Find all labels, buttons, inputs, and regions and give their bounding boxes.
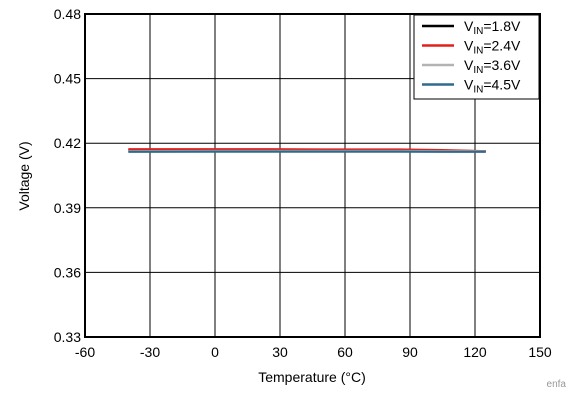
y-tick-label: 0.45 — [54, 71, 81, 87]
y-tick-label: 0.39 — [54, 200, 81, 216]
x-tick-labels: -60 -30 0 30 60 90 120 150 — [75, 344, 552, 360]
x-tick-label: 60 — [337, 344, 353, 360]
x-tick-label: 120 — [463, 344, 487, 360]
x-tick-label: 150 — [528, 344, 552, 360]
y-tick-label: 0.33 — [54, 329, 81, 345]
x-tick-label: 30 — [272, 344, 288, 360]
y-tick-label: 0.42 — [54, 135, 81, 151]
series-lines — [128, 149, 486, 152]
y-axis-title: Voltage (V) — [16, 141, 32, 210]
x-tick-label: -30 — [140, 344, 160, 360]
x-tick-label: -60 — [75, 344, 95, 360]
y-tick-label: 0.36 — [54, 264, 81, 280]
x-tick-label: 90 — [402, 344, 418, 360]
watermark: enfa — [547, 379, 567, 390]
x-axis-title: Temperature (°C) — [258, 369, 366, 385]
y-tick-labels: 0.33 0.36 0.39 0.42 0.45 0.48 — [54, 6, 81, 345]
y-tick-label: 0.48 — [54, 6, 81, 22]
x-tick-label: 0 — [211, 344, 219, 360]
